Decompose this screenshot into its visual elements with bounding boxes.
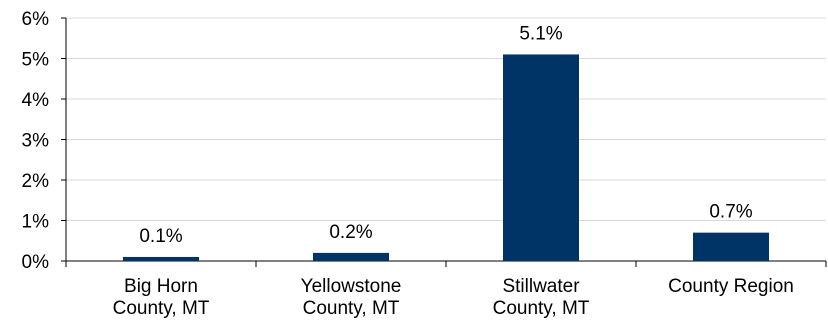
- data-label: 0.1%: [139, 226, 182, 247]
- y-tick-label: 1%: [22, 212, 50, 233]
- bar: [123, 256, 199, 261]
- y-tick-label: 4%: [22, 90, 50, 111]
- y-tick-label: 5%: [22, 50, 50, 71]
- y-tick-label: 3%: [22, 131, 50, 152]
- data-label: 5.1%: [519, 23, 562, 44]
- y-tick-label: 0%: [22, 252, 50, 273]
- data-label: 0.7%: [709, 202, 752, 223]
- bar: [503, 54, 579, 262]
- data-label: 0.2%: [329, 222, 372, 243]
- y-tick-label: 2%: [22, 171, 50, 192]
- category-label: Big Horn County, MT: [113, 276, 210, 319]
- category-label: County Region: [668, 276, 794, 297]
- category-label: Yellowstone County, MT: [301, 276, 402, 319]
- y-tick-label: 6%: [22, 9, 50, 30]
- bar: [693, 232, 769, 261]
- bar: [313, 252, 389, 261]
- category-label: Stillwater County, MT: [493, 276, 590, 319]
